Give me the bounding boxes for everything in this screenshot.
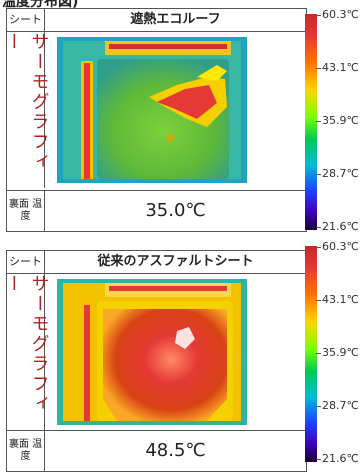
color-bar xyxy=(305,14,317,230)
scale-tick: 35.9℃ xyxy=(316,114,359,127)
backside-temp-value: 35.0℃ xyxy=(45,190,306,231)
backside-temp-label: 裏面 温度 xyxy=(7,190,45,231)
thermography-label: サーモグラフィー xyxy=(2,32,50,172)
side-label: サーモグラフィー xyxy=(3,274,50,430)
thermography-panel-asphalt-sheet: シート 従来のアスファルトシート サーモグラフィー 裏面 温度 48.5℃ xyxy=(3,250,307,472)
scale-tick: 60.3℃ xyxy=(316,8,359,21)
side-label: サーモグラフィー xyxy=(3,32,50,188)
thermography-label: サーモグラフィー xyxy=(2,274,50,414)
scale-tick: 21.6℃ xyxy=(316,452,359,465)
thermography-image xyxy=(57,279,247,425)
sheet-tag: シート xyxy=(7,251,45,274)
scale-tick: 28.7℃ xyxy=(316,399,359,412)
scale-tick: 43.1℃ xyxy=(316,293,359,306)
sheet-tag: シート xyxy=(7,9,45,32)
panel-title: 従来のアスファルトシート xyxy=(45,251,306,274)
temperature-scale: 60.3℃ 43.1℃ 35.9℃ 28.7℃ 21.6℃ xyxy=(305,240,364,468)
scale-tick: 35.9℃ xyxy=(316,346,359,359)
backside-temp-label: 裏面 温度 xyxy=(7,430,45,471)
scale-tick: 43.1℃ xyxy=(316,61,359,74)
temperature-scale: 60.3℃ 43.1℃ 35.9℃ 28.7℃ 21.6℃ xyxy=(305,8,364,236)
scale-tick: 60.3℃ xyxy=(316,240,359,253)
thermography-image xyxy=(57,37,247,183)
backside-temp-value: 48.5℃ xyxy=(45,430,306,471)
page-heading-cut: 温度分布図) xyxy=(2,0,79,10)
thermography-panel-eco-roof: シート 遮熱エコルーフ サーモグラフィー 裏面 温度 35.0℃ xyxy=(3,8,307,232)
scale-tick: 28.7℃ xyxy=(316,167,359,180)
color-bar xyxy=(305,246,317,462)
scale-tick: 21.6℃ xyxy=(316,220,359,233)
panel-title: 遮熱エコルーフ xyxy=(45,9,306,32)
